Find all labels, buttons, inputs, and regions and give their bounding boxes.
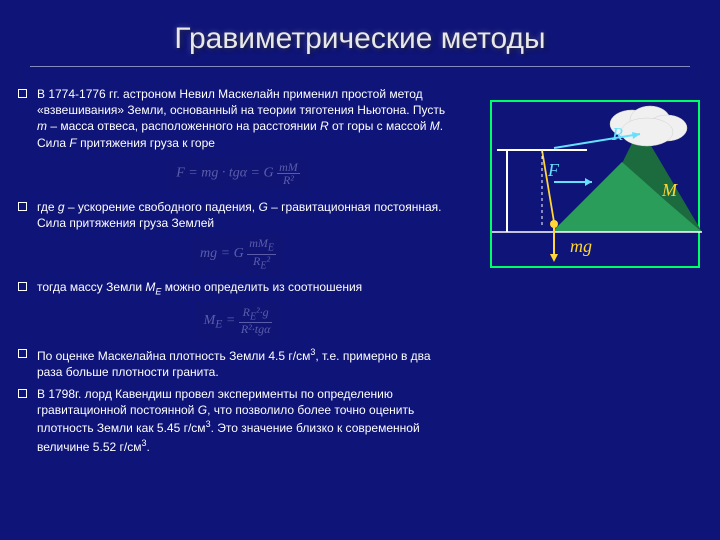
- bullet-marker: [18, 282, 27, 291]
- bullet-item: где g – ускорение свободного падения, G …: [18, 199, 458, 231]
- bullet-text: где g – ускорение свободного падения, G …: [37, 199, 458, 231]
- label-M: M: [662, 180, 677, 201]
- bullet-text: По оценке Маскелайна плотность Земли 4.5…: [37, 346, 458, 380]
- label-R: R: [612, 124, 623, 145]
- bullet-text: В 1774-1776 гг. астроном Невил Маскелайн…: [37, 86, 458, 151]
- bullet-item: По оценке Маскелайна плотность Земли 4.5…: [18, 346, 458, 380]
- bullet-marker: [18, 202, 27, 211]
- content-column: В 1774-1776 гг. астроном Невил Маскелайн…: [18, 86, 458, 461]
- bullet-item: В 1774-1776 гг. астроном Невил Маскелайн…: [18, 86, 458, 151]
- bullet-item: тогда массу Земли ME можно определить из…: [18, 279, 458, 298]
- label-F: F: [548, 160, 559, 181]
- bullet-text: В 1798г. лорд Кавендиш провел эксперимен…: [37, 386, 458, 455]
- equation: ME = RE²·gR²·tgα: [196, 302, 281, 339]
- equation-block: F = mg · tgα = G mMR²: [18, 157, 458, 191]
- bullet-text: тогда массу Земли ME можно определить из…: [37, 279, 362, 298]
- label-mg: mg: [570, 236, 592, 257]
- equation: F = mg · tgα = G mMR²: [168, 157, 308, 190]
- bullet-marker: [18, 389, 27, 398]
- page-title: Гравиметрические методы: [174, 22, 545, 56]
- bullet-marker: [18, 349, 27, 358]
- equation-block: ME = RE²·gR²·tgα: [18, 304, 458, 338]
- mountain-diagram: R F M mg: [490, 100, 700, 268]
- equation-block: mg = G mMERE²: [18, 237, 458, 271]
- title-underline: [30, 66, 690, 67]
- bullet-marker: [18, 89, 27, 98]
- bullet-item: В 1798г. лорд Кавендиш провел эксперимен…: [18, 386, 458, 455]
- equation: mg = G mMERE²: [192, 233, 284, 275]
